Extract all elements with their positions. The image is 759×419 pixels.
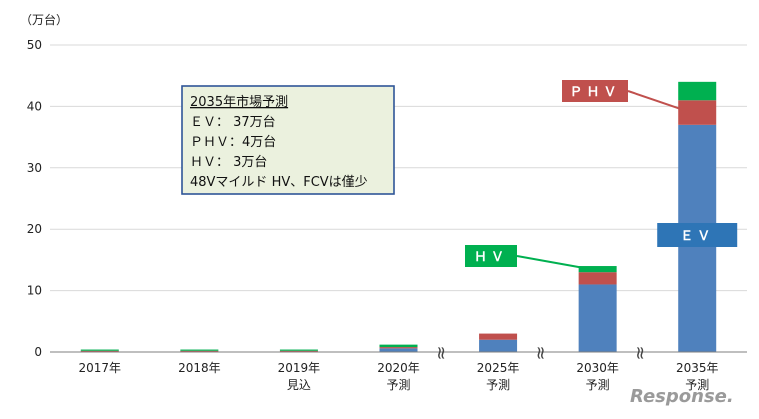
axis-break-mark: ≈ <box>530 345 551 360</box>
axis-break-mark: ≈ <box>430 345 451 360</box>
x-tick-label: 2019年 <box>278 361 321 375</box>
annotation-title: 2035年市場予測 <box>190 94 288 110</box>
x-tick-label: 2025年 <box>477 361 520 375</box>
y-tick-label: 20 <box>27 222 42 236</box>
annotation-line-ev: ＥＶ： 37万台 <box>190 115 276 130</box>
axis-break-marks: ≈ ≈ ≈ <box>430 345 650 360</box>
callouts: ＨＶ ＰＨＶ ＥＶ <box>465 80 738 271</box>
watermark: Response. <box>630 386 734 407</box>
annotation-box: 2035年市場予測 ＥＶ： 37万台 ＰＨＶ：4万台 ＨＶ： 3万台 48Vマイ… <box>181 85 395 195</box>
annotation-line-other: 48Vマイルド HV、FCVは僅少 <box>190 175 368 190</box>
bar-segment-hv <box>578 266 617 273</box>
y-tick-label: 10 <box>27 284 42 298</box>
bar-segment-hv <box>180 349 219 351</box>
bar-segment-phv <box>180 350 219 352</box>
bar-segment-hv <box>279 349 318 351</box>
phv-callout-label: ＰＨＶ <box>569 85 620 100</box>
x-tick-label: 予測 <box>685 378 709 392</box>
gridlines <box>50 44 747 292</box>
x-tick-label: 2017年 <box>79 361 122 375</box>
phv-callout-line <box>627 90 692 114</box>
y-tick-label: 30 <box>27 161 42 175</box>
x-tick-label: 予測 <box>386 378 410 392</box>
bar-segment-phv <box>379 347 418 349</box>
ev-callout-flag <box>657 223 738 247</box>
hv-callout-flag <box>465 245 517 267</box>
bar-segment-ev <box>379 348 418 352</box>
x-tick-label: 予測 <box>486 378 510 392</box>
bar-segment-phv <box>80 350 119 352</box>
x-tick-label: 2020年 <box>377 361 420 375</box>
bar-segment-ev <box>578 284 617 352</box>
x-tick-label: 予測 <box>586 378 610 392</box>
bar-segment-phv <box>578 272 617 285</box>
annotation-box-frame <box>181 85 395 195</box>
axis-break-mark: ≈ <box>629 345 650 360</box>
bar-segment-phv <box>479 333 518 340</box>
ev-callout-label: ＥＶ <box>680 229 714 244</box>
bar-segment-hv <box>80 349 119 351</box>
x-tick-label: 見込 <box>287 378 311 392</box>
phv-callout-flag <box>562 80 628 102</box>
bar-segment-phv <box>678 100 717 125</box>
hv-callout-label: ＨＶ <box>474 250 508 265</box>
bar-segment-phv <box>279 350 318 352</box>
annotation-line-phv: ＰＨＶ：4万台 <box>190 135 276 150</box>
bar-segment-hv <box>379 344 418 348</box>
y-tick-label: 0 <box>34 345 42 359</box>
x-tick-label: 2035年 <box>676 361 719 375</box>
x-tick-label: 2030年 <box>576 361 619 375</box>
x-tick-label: 2018年 <box>178 361 221 375</box>
hv-callout-line <box>516 255 590 271</box>
y-tick-label: 50 <box>27 38 42 52</box>
annotation-line-hv: ＨＶ： 3万台 <box>190 155 267 170</box>
bar-segment-hv <box>678 81 717 101</box>
y-unit-label: （万台） <box>20 12 68 27</box>
bar-segment-ev <box>479 339 518 352</box>
y-tick-label: 40 <box>27 99 42 113</box>
